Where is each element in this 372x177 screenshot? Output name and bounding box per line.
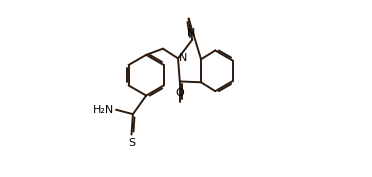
Text: S: S: [128, 138, 135, 148]
Text: N: N: [187, 28, 196, 38]
Text: H₂N: H₂N: [93, 105, 114, 115]
Text: N: N: [179, 53, 187, 62]
Text: O: O: [176, 88, 184, 98]
